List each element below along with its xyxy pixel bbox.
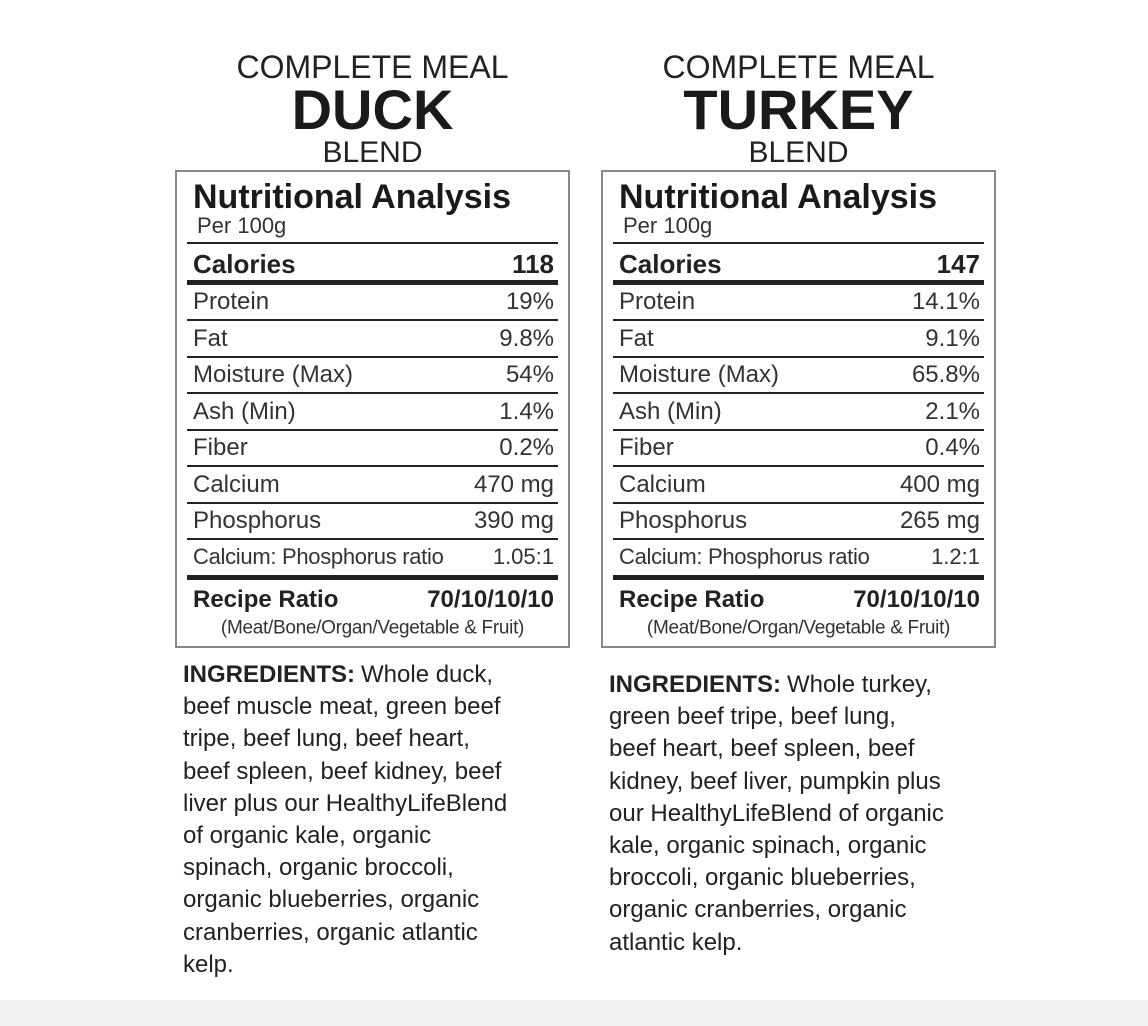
row-value: 470 mg [473,470,554,498]
rule [187,242,558,244]
ingredients-label: INGREDIENTS: [609,671,782,698]
label-subtitle: Per 100g [197,213,287,238]
header-line: BLEND [322,136,423,169]
label-title: Nutritional Analysis [619,178,938,216]
recipe-value: 70/10/10/10 [853,586,980,613]
rule [613,501,984,504]
recipe-label: Recipe Ratio [193,586,339,613]
row-value: 9.1% [925,324,980,352]
rule [187,355,558,358]
recipe-note: (Meat/Bone/Organ/Vegetable & Fruit) [220,617,525,639]
label-title: Nutritional Analysis [193,178,512,216]
ingredients-line: organic cranberries, organic [609,896,907,924]
rule [613,538,984,540]
rule [187,428,558,431]
row-value: 65.8% [911,361,980,388]
ingredients-line: spinach, organic broccoli, [183,854,454,882]
row-value: 265 mg [899,507,980,534]
ratio-value: 1.05:1 [492,544,554,569]
rule [613,428,984,431]
recipe-note: (Meat/Bone/Organ/Vegetable & Fruit) [646,617,951,639]
row-value: 147 [936,249,980,279]
ingredients-line: liver plus our HealthyLifeBlend [183,789,508,817]
rule [187,575,558,580]
row-label: Fat [193,324,228,352]
row-label: Moisture (Max) [619,361,780,388]
ingredients-line: Whole turkey, [787,671,932,698]
recipe-label: Recipe Ratio [619,586,765,613]
rule [187,319,558,321]
label-box [601,170,996,648]
row-label: Calcium [619,470,706,498]
ingredients-line: kelp. [183,950,234,978]
row-label: Fiber [619,434,674,461]
row-value: 400 mg [899,470,980,498]
row-label: Calories [619,249,722,279]
ingredients-line: kidney, beef liver, pumpkin plus [609,767,941,795]
header-line: COMPLETE MEAL [662,49,935,85]
row-label: Fiber [193,434,248,461]
row-label: Protein [619,288,696,315]
ingredients-line: beef spleen, beef kidney, beef [183,757,502,785]
ingredients-line: of organic kale, organic [183,822,432,849]
ingredients-line: kale, organic spinach, organic [609,832,927,859]
header-name: DUCK [291,78,454,141]
row-value: 54% [505,361,554,388]
row-label: Calcium [193,470,280,498]
row-label: Protein [193,288,270,315]
ratio-label: Calcium: Phosphorus ratio [619,544,870,569]
ingredients-line: tripe, beef lung, beef heart, [183,725,470,753]
header-name: TURKEY [683,78,914,141]
rule [613,575,984,580]
row-value: 390 mg [473,507,554,534]
header-line: COMPLETE MEAL [236,49,509,85]
recipe-value: 70/10/10/10 [427,586,554,613]
rule [187,501,558,504]
ingredients-line: beef heart, beef spleen, beef [609,735,915,763]
ratio-label: Calcium: Phosphorus ratio [193,544,444,569]
rule [613,392,984,394]
row-value: 14.1% [911,288,980,315]
row-label: Calories [193,249,296,279]
footer-band [0,1000,1148,1026]
ingredients-label: INGREDIENTS: [183,661,356,688]
row-value: 1.4% [499,397,554,425]
row-label: Phosphorus [193,507,322,534]
rule [187,465,558,467]
rule [187,280,558,285]
ingredients-line: atlantic kelp. [609,928,743,956]
row-value: 0.2% [499,434,554,461]
rule [613,242,984,244]
label-subtitle: Per 100g [623,213,713,238]
ingredients-line: organic blueberries, organic [183,886,480,914]
row-value: 118 [512,249,554,279]
row-value: 0.4% [925,434,980,461]
row-value: 19% [505,288,554,315]
row-value: 9.8% [499,324,554,352]
row-label: Ash (Min) [619,397,722,425]
row-label: Phosphorus [619,507,748,534]
rule [613,319,984,321]
rule [613,465,984,467]
rule [613,355,984,358]
row-label: Ash (Min) [193,397,296,425]
header-line: BLEND [748,136,849,169]
row-value: 2.1% [925,397,980,425]
rule [613,280,984,285]
label-box [175,170,570,648]
ingredients-line: beef muscle meat, green beef [183,693,501,721]
ingredients-line: cranberries, organic atlantic [183,918,478,946]
ingredients-line: broccoli, organic blueberries, [609,864,916,892]
row-label: Moisture (Max) [193,361,354,388]
row-label: Fat [619,324,654,352]
ingredients-line: Whole duck, [361,661,494,688]
ingredients-line: green beef tripe, beef lung, [609,703,896,731]
ratio-value: 1.2:1 [931,544,980,569]
rule [187,392,558,394]
ingredients-line: our HealthyLifeBlend of organic [609,799,944,827]
rule [187,538,558,540]
